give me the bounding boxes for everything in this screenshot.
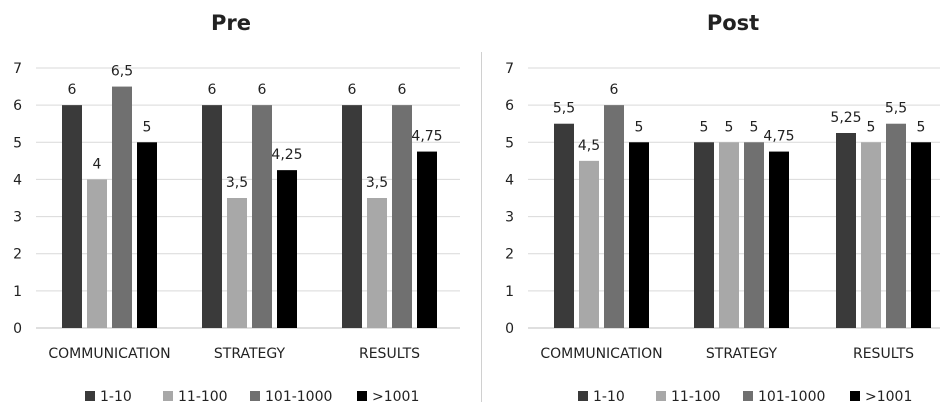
bar-110 [694,142,714,328]
bar-1001 [769,151,789,328]
legend-label: >1001 [372,389,419,405]
legend-swatch [656,391,666,401]
data-label: 5 [700,119,709,135]
data-label: 4,25 [271,147,302,163]
bar-11100 [367,198,387,328]
data-label: 6 [258,82,267,98]
bar-1011000 [252,105,272,329]
legend-label: 1-10 [100,389,132,405]
legend-label: 101-1000 [265,389,332,405]
y-tick-label: 0 [505,321,514,337]
bar-110 [342,105,362,329]
bar-110 [62,105,82,329]
x-category-label: RESULTS [359,346,420,362]
y-tick-label: 4 [13,172,22,188]
bar-1001 [629,142,649,328]
y-tick-label: 1 [13,284,22,300]
bar-1001 [277,170,297,328]
data-label: 6 [348,82,357,98]
data-label: 6 [208,82,217,98]
bar-110 [202,105,222,329]
bar-11100 [719,142,739,328]
bar-11100 [579,160,599,328]
x-category-label: STRATEGY [214,346,286,362]
y-tick-label: 5 [13,135,22,151]
y-tick-label: 3 [13,210,22,226]
data-label: 6 [68,82,77,98]
bar-1011000 [604,105,624,329]
data-label: 5 [143,119,152,135]
data-label: 4,75 [411,129,442,145]
y-tick-label: 3 [505,210,514,226]
y-tick-label: 6 [505,98,514,114]
chart-title: Pre [211,11,251,35]
data-label: 5,5 [553,101,575,117]
y-tick-label: 7 [505,61,514,77]
bar-110 [836,133,856,328]
y-tick-label: 2 [505,247,514,263]
legend-label: >1001 [865,389,912,405]
data-label: 5,5 [885,101,907,117]
y-tick-label: 5 [505,135,514,151]
y-tick-label: 6 [13,98,22,114]
data-label: 4,75 [763,129,794,145]
data-label: 5,25 [830,110,861,126]
x-category-label: COMMUNICATION [48,346,170,362]
y-tick-label: 1 [505,284,514,300]
y-tick-label: 4 [505,172,514,188]
bar-1011000 [392,105,412,329]
legend-label: 11-100 [671,389,721,405]
legend-swatch [743,391,753,401]
data-label: 4 [93,156,102,172]
x-category-label: RESULTS [853,346,914,362]
bar-11100 [861,142,881,328]
data-label: 5 [635,119,644,135]
data-label: 4,5 [578,138,600,154]
data-label: 5 [750,119,759,135]
x-category-label: STRATEGY [706,346,778,362]
legend-swatch [850,391,860,401]
legend-label: 11-100 [178,389,228,405]
legend-swatch [578,391,588,401]
chart-title: Post [707,11,759,35]
data-label: 5 [725,119,734,135]
legend-label: 101-1000 [758,389,825,405]
x-category-label: COMMUNICATION [540,346,662,362]
bar-1001 [137,142,157,328]
bar-110 [554,123,574,328]
data-label: 6 [610,82,619,98]
legend-swatch [357,391,367,401]
bar-1001 [911,142,931,328]
legend-swatch [163,391,173,401]
data-label: 5 [917,119,926,135]
bar-1011000 [744,142,764,328]
legend-swatch [250,391,260,401]
y-tick-label: 0 [13,321,22,337]
data-label: 5 [867,119,876,135]
bar-1011000 [886,123,906,328]
data-label: 3,5 [226,175,248,191]
bar-11100 [227,198,247,328]
legend-swatch [85,391,95,401]
legend-label: 1-10 [593,389,625,405]
data-label: 3,5 [366,175,388,191]
data-label: 6,5 [111,64,133,80]
panel-divider [481,52,482,402]
bar-1001 [417,151,437,328]
bar-1011000 [112,86,132,328]
y-tick-label: 2 [13,247,22,263]
bar-11100 [87,179,107,328]
y-tick-label: 7 [13,61,22,77]
data-label: 6 [398,82,407,98]
